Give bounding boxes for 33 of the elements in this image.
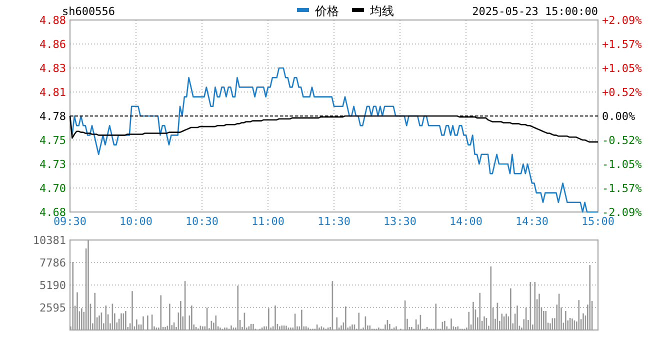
y2-tick-label: +0.52% bbox=[602, 86, 642, 99]
legend-label: 均线 bbox=[369, 4, 394, 18]
y-tick-label: 4.81 bbox=[40, 86, 66, 99]
x-tick-label: 09:30 bbox=[53, 215, 87, 228]
y2-tick-label: -1.57% bbox=[602, 182, 642, 195]
x-tick-label: 10:00 bbox=[119, 215, 153, 228]
y2-tick-label: -0.52% bbox=[602, 134, 642, 147]
y-tick-label: 4.86 bbox=[40, 38, 66, 51]
y-tick-label: 4.70 bbox=[40, 182, 66, 195]
x-tick-label: 11:30 bbox=[317, 215, 351, 228]
text: 2025-05-23 15:00:00 bbox=[472, 5, 598, 18]
x-tick-label: 11:00 bbox=[251, 215, 285, 228]
x-tick-label: 14:00 bbox=[449, 215, 483, 228]
y-tick-label: 4.83 bbox=[40, 62, 66, 75]
y2-tick-label: +1.05% bbox=[602, 62, 642, 75]
y2-tick-label: 0.00% bbox=[602, 110, 636, 123]
y-tick-label: 4.78 bbox=[40, 110, 66, 123]
y-tick-label: 10381 bbox=[32, 234, 66, 247]
x-tick-label: 15:00 bbox=[581, 215, 615, 228]
x-tick-label: 14:30 bbox=[515, 215, 549, 228]
x-tick-label: 13:30 bbox=[383, 215, 417, 228]
y2-tick-label: +2.09% bbox=[602, 14, 642, 27]
x-tick-label: 10:30 bbox=[185, 215, 219, 228]
y-tick-label: 4.88 bbox=[40, 14, 66, 27]
y-tick-label: 2595 bbox=[40, 302, 66, 314]
y-tick-label: 4.75 bbox=[40, 134, 66, 147]
legend-label: 价格 bbox=[314, 4, 339, 18]
y-tick-label: 7786 bbox=[40, 256, 66, 270]
y2-tick-label: -1.05% bbox=[602, 158, 642, 171]
y-tick-label: 4.73 bbox=[40, 158, 66, 171]
y2-tick-label: +1.57% bbox=[602, 38, 642, 51]
y-tick-label: 5190 bbox=[40, 279, 66, 292]
line-series bbox=[69, 67, 599, 213]
